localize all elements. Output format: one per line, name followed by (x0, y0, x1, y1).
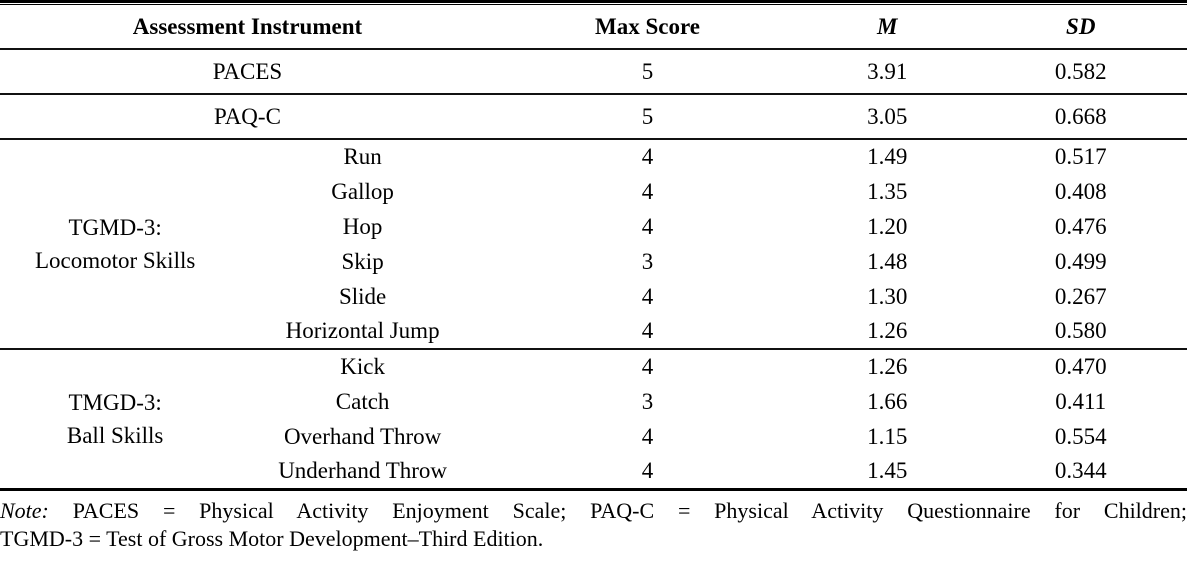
skill-name: Gallop (331, 178, 394, 204)
sd-value: 0.411 (1055, 388, 1107, 414)
sd-value: 0.499 (1054, 248, 1107, 274)
skill-name: Skip (341, 248, 384, 274)
skill-row: Catch 3 1.66 0.411 (0, 384, 1187, 419)
skill-row: Horizontal Jump 4 1.26 0.580 (0, 314, 1187, 349)
sd-value: 0.470 (1054, 354, 1107, 379)
instrument-name: PACES (212, 58, 283, 84)
mean-value: 1.49 (867, 144, 908, 169)
paces-section: PACES 5 3.91 0.582 (0, 49, 1187, 94)
max-score-value: 5 (641, 58, 654, 84)
header-row: Assessment Instrument Max Score M SD (0, 5, 1187, 49)
table-note: Note: PACES = Physical Activity Enjoymen… (0, 491, 1187, 553)
note-line-1: Note: PACES = Physical Activity Enjoymen… (0, 497, 1187, 525)
column-header-sd: SD (1066, 13, 1096, 39)
skill-name: Hop (342, 213, 383, 239)
sd-value: 0.408 (1054, 178, 1107, 204)
table-top-rule (0, 0, 1187, 5)
locomotor-skills-section: TGMD-3: Locomotor Skills Run 4 1.49 0.51… (0, 139, 1187, 349)
sd-value: 0.554 (1054, 423, 1107, 449)
max-score-value: 4 (641, 213, 654, 239)
skill-name: Underhand Throw (278, 457, 448, 483)
skill-row: Skip 3 1.48 0.499 (0, 244, 1187, 279)
max-score-value: 4 (641, 457, 654, 483)
ball-skills-section: TMGD-3: Ball Skills Kick 4 1.26 0.470 Ca… (0, 349, 1187, 489)
sd-value: 0.476 (1054, 213, 1107, 239)
column-header-assessment-instrument: Assessment Instrument (132, 13, 363, 39)
max-score-value: 4 (641, 354, 654, 379)
mean-value: 1.35 (867, 178, 908, 204)
note-text-line2: TGMD-3 = Test of Gross Motor Development… (0, 525, 544, 551)
note-label: Note: (0, 497, 49, 523)
max-score-value: 4 (641, 423, 654, 449)
skill-row: Gallop 4 1.35 0.408 (0, 174, 1187, 209)
skill-name: Overhand Throw (283, 423, 442, 449)
mean-value: 1.48 (867, 248, 908, 274)
note-text-line1: PACES = Physical Activity Enjoyment Scal… (72, 497, 1187, 523)
table-row-paqc: PAQ-C 5 3.05 0.668 (0, 94, 1187, 139)
max-score-value: 4 (641, 283, 654, 309)
instrument-name: PAQ-C (214, 103, 281, 129)
sd-value: 0.267 (1054, 283, 1107, 309)
skill-row: Underhand Throw 4 1.45 0.344 (0, 454, 1187, 489)
mean-value: 1.30 (867, 283, 908, 309)
mean-value: 1.26 (867, 318, 908, 343)
skill-name: Slide (338, 283, 387, 309)
sd-value: 0.517 (1054, 144, 1107, 169)
sd-value: 0.582 (1054, 58, 1107, 84)
sd-value: 0.344 (1054, 457, 1107, 483)
skill-name: Run (343, 144, 382, 169)
max-score-value: 4 (641, 144, 654, 169)
descriptive-statistics-table: Assessment Instrument Max Score M SD PAC… (0, 5, 1187, 491)
paqc-section: PAQ-C 5 3.05 0.668 (0, 94, 1187, 139)
mean-value: 1.26 (867, 354, 908, 379)
mean-value: 3.91 (867, 58, 908, 84)
mean-value: 1.66 (867, 388, 908, 414)
sd-value: 0.580 (1054, 318, 1107, 343)
max-score-value: 4 (641, 178, 654, 204)
mean-value: 1.20 (867, 213, 908, 239)
mean-value: 1.45 (867, 457, 908, 483)
skill-row: Overhand Throw 4 1.15 0.554 (0, 419, 1187, 454)
instrument-group-label: TGMD-3: Locomotor Skills (0, 139, 230, 349)
group-label-line1: TMGD-3: (68, 389, 162, 415)
table-row-paces: PACES 5 3.91 0.582 (0, 49, 1187, 94)
max-score-value: 5 (641, 103, 654, 129)
column-header-mean: M (877, 13, 898, 39)
column-header-max-score: Max Score (594, 13, 700, 39)
skill-row: Hop 4 1.20 0.476 (0, 209, 1187, 244)
table-header: Assessment Instrument Max Score M SD (0, 5, 1187, 49)
sd-value: 0.668 (1054, 103, 1107, 129)
group-label-line2: Locomotor Skills (34, 248, 196, 273)
mean-value: 1.15 (867, 423, 908, 449)
max-score-value: 3 (641, 388, 654, 414)
instrument-group-label: TMGD-3: Ball Skills (0, 349, 230, 489)
group-label-line2: Ball Skills (66, 422, 164, 448)
max-score-value: 3 (641, 248, 654, 274)
skill-name: Kick (340, 354, 385, 379)
skill-name: Horizontal Jump (285, 318, 440, 343)
max-score-value: 4 (641, 318, 654, 343)
skill-row: TMGD-3: Ball Skills Kick 4 1.26 0.470 (0, 349, 1187, 448)
skill-row: Slide 4 1.30 0.267 (0, 279, 1187, 314)
skill-row: TGMD-3: Locomotor Skills Run 4 1.49 0.51… (0, 139, 1187, 273)
group-label-line1: TGMD-3: (68, 215, 162, 240)
mean-value: 3.05 (867, 103, 908, 129)
skill-name: Catch (335, 388, 390, 414)
